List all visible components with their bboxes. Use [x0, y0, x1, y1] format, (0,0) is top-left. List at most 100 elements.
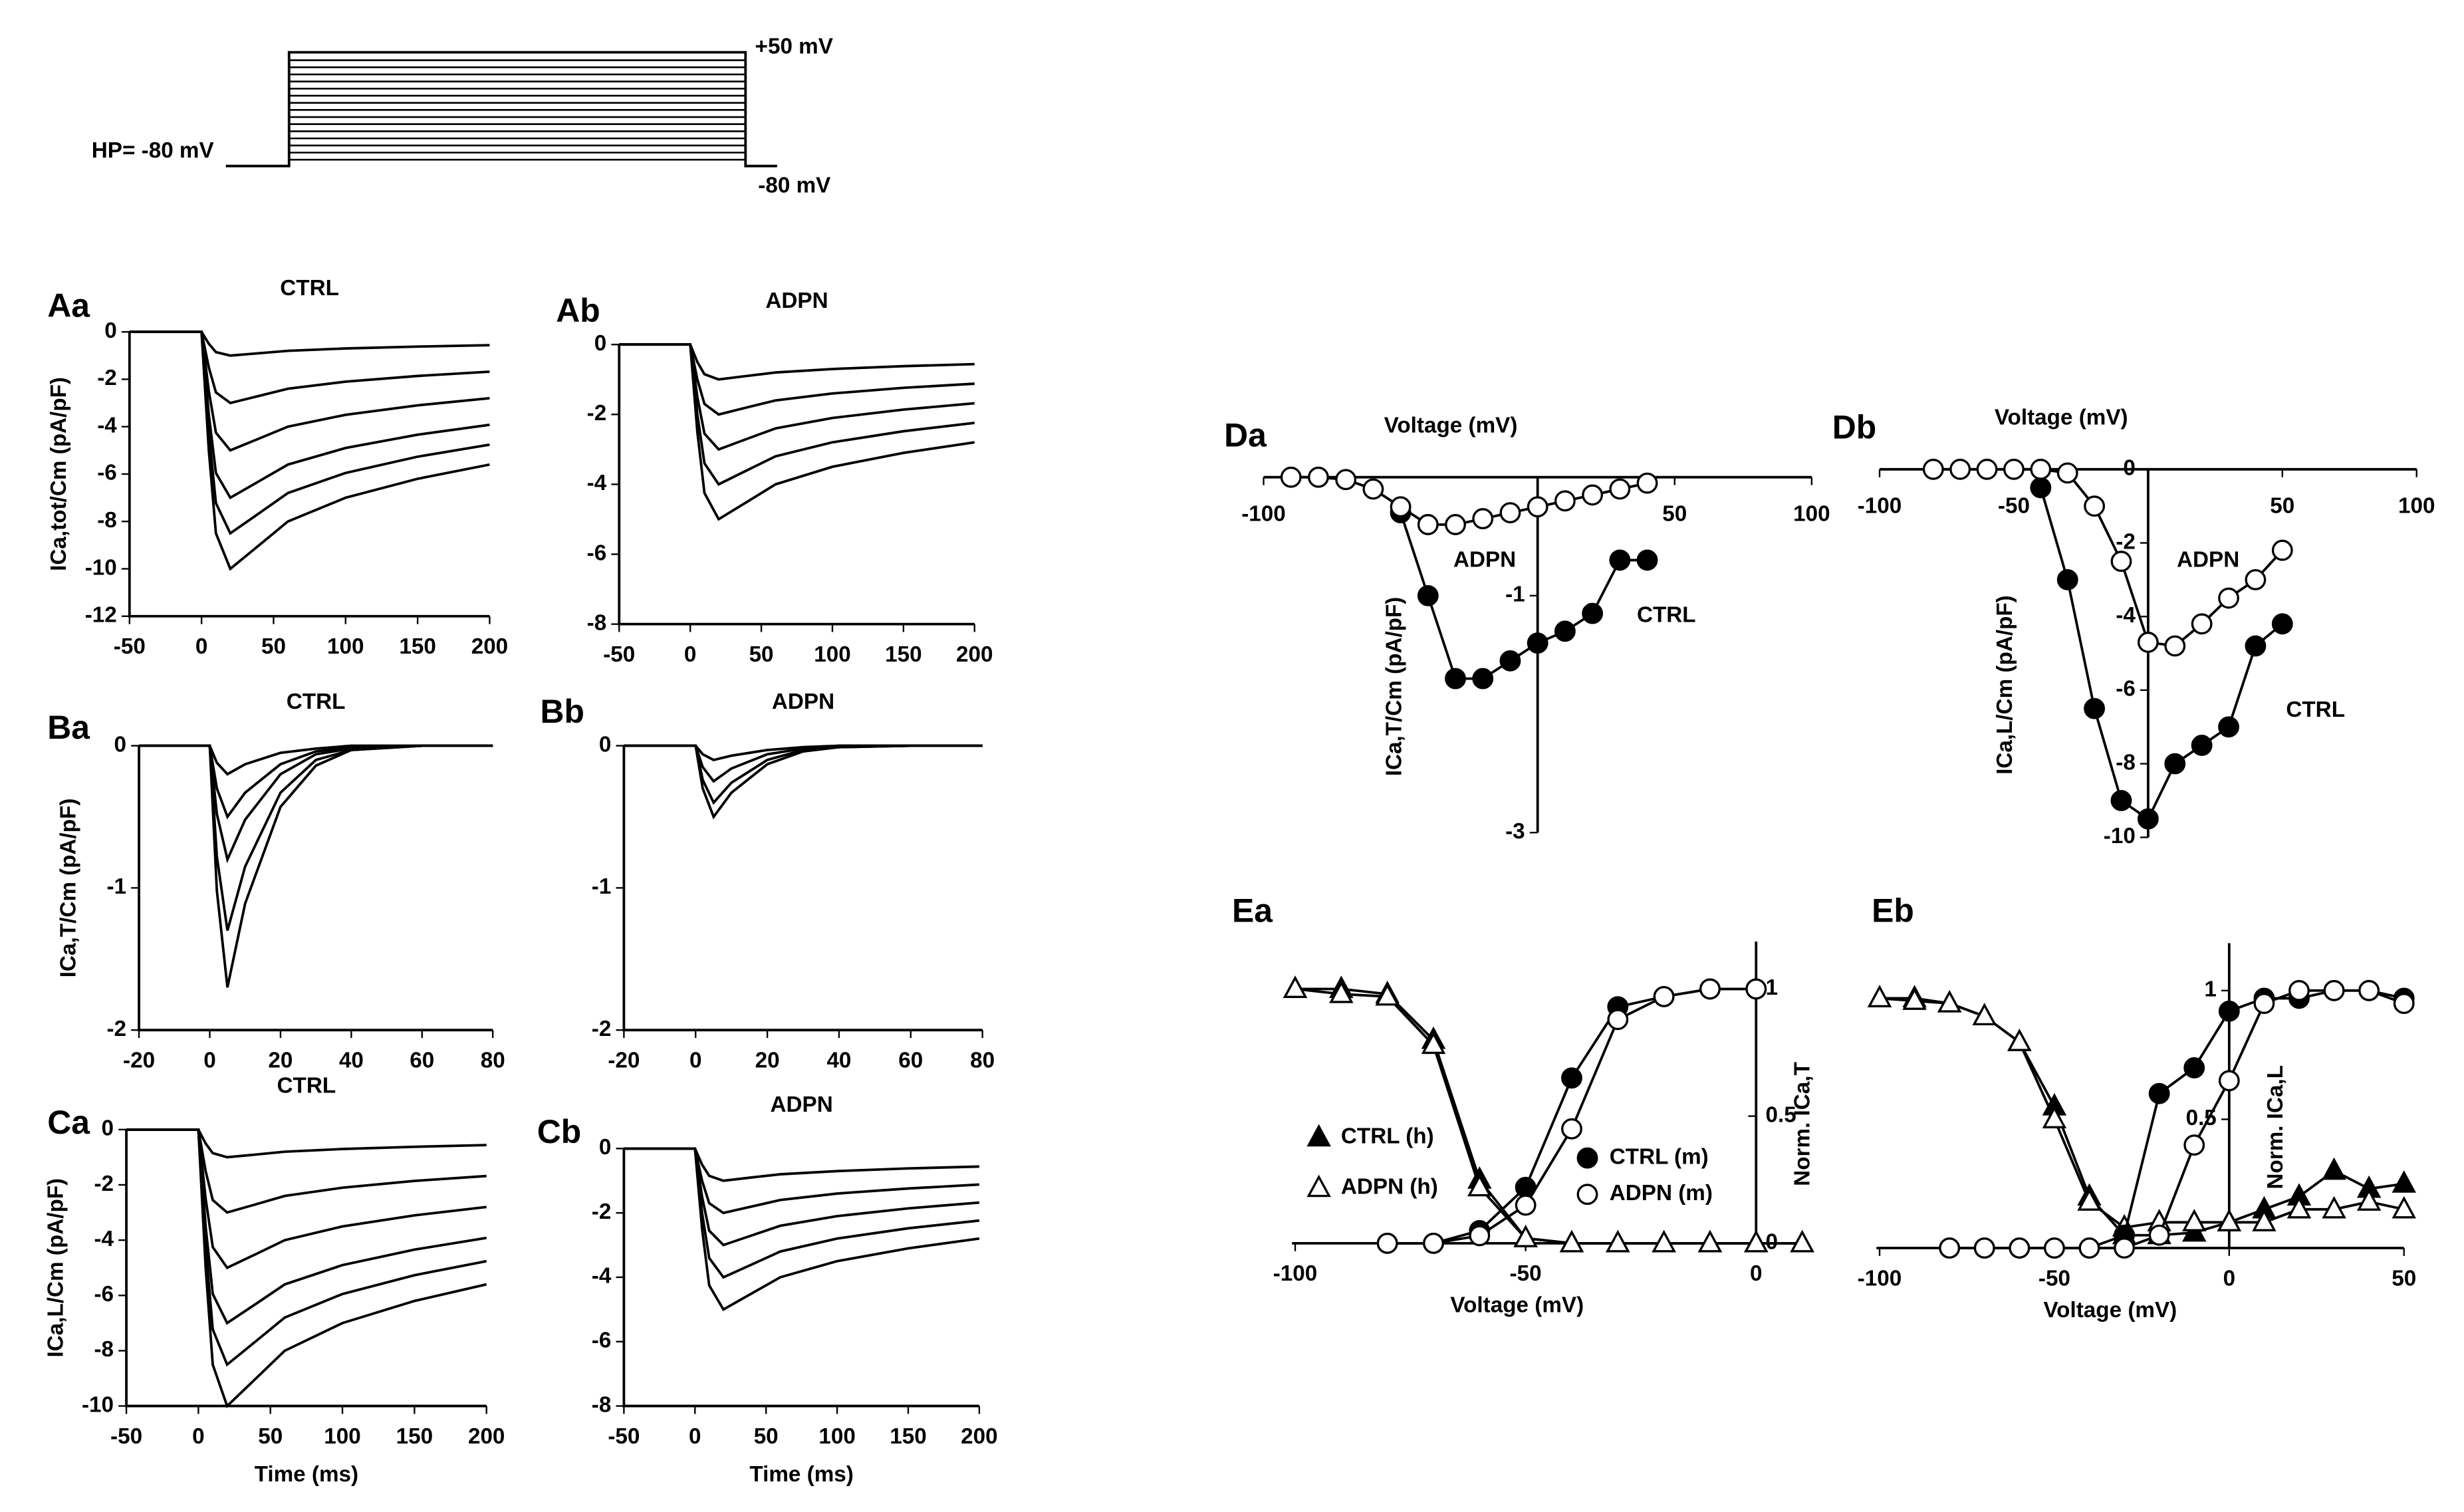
marker [1867, 985, 1892, 1007]
x-tick-label: 100 [1793, 501, 1830, 526]
x-tick-label: -100 [1273, 1261, 1318, 1286]
marker [1499, 502, 1521, 524]
x-tick-label: 80 [970, 1048, 995, 1072]
x-tick-label: 100 [818, 1424, 855, 1449]
y-tick-label: -2 [592, 1199, 612, 1224]
x-tick-label: 50 [754, 1424, 779, 1449]
x-axis-label: Time (ms) [255, 1462, 358, 1487]
panel-label: Cb [537, 1113, 581, 1150]
marker [2392, 1170, 2416, 1193]
marker [1472, 668, 1494, 690]
x-tick-label: -100 [1858, 494, 1902, 519]
marker [2084, 495, 2106, 517]
x-axis-label: Voltage (mV) [1384, 413, 1518, 438]
protocol-end-label: -80 mV [758, 173, 830, 197]
marker [2322, 1157, 2346, 1180]
panel-title: ADPN [771, 1092, 833, 1117]
y-tick-label: -10 [85, 555, 117, 580]
marker [2084, 697, 2106, 719]
marker [2218, 1000, 2240, 1022]
marker [2245, 635, 2267, 657]
x-tick-label: 200 [961, 1424, 997, 1449]
x-tick-label: 50 [258, 1424, 283, 1449]
panel-label: Bb [540, 693, 584, 730]
panel-label: Aa [47, 287, 90, 324]
marker [1376, 1232, 1398, 1254]
x-tick-label: 200 [956, 642, 993, 667]
marker [1697, 1229, 1723, 1253]
x-tick-label: 200 [468, 1424, 505, 1449]
y-tick-label: -4 [587, 471, 607, 495]
legend-label: ADPN (m) [1610, 1181, 1713, 1205]
marker [2003, 458, 2025, 480]
x-tick-label: -100 [1858, 1266, 1902, 1291]
y-tick-label: -8 [587, 610, 607, 635]
annotation: CTRL [1637, 603, 1696, 628]
y-tick-label: 0 [104, 318, 117, 343]
x-tick-label: 0 [2223, 1266, 2236, 1291]
x-axis-label: Voltage (mV) [1995, 406, 2128, 430]
marker [2271, 613, 2293, 635]
panel-label: Db [1832, 409, 1876, 446]
marker [2164, 635, 2186, 657]
series-line [624, 744, 983, 820]
x-tick-label: 80 [481, 1048, 505, 1072]
x-tick-label: -50 [2038, 1266, 2070, 1291]
marker [2191, 735, 2213, 756]
marker [1554, 620, 1576, 642]
protocol-top-label: +50 mV [755, 34, 833, 59]
y-tick-label: -6 [94, 1282, 114, 1307]
protocol-holding-label: HP= -80 mV [92, 138, 214, 163]
panel-label: Ea [1232, 892, 1273, 930]
y-axis-label: ICa,T/Cm (pA/pF) [56, 799, 80, 978]
marker [2252, 1209, 2277, 1231]
marker [2218, 1070, 2240, 1092]
series-line [126, 1128, 487, 1159]
annotation: ADPN [2177, 547, 2239, 572]
legend-label: CTRL (h) [1341, 1124, 1434, 1148]
marker [1937, 990, 1962, 1013]
marker [1554, 490, 1576, 512]
y-tick-label: 1 [2204, 977, 2217, 1002]
y-tick-label: -8 [94, 1337, 114, 1362]
marker [1390, 496, 1412, 518]
y-tick-label: -10 [2104, 824, 2136, 848]
y-tick-label: -4 [2116, 603, 2136, 628]
marker [1329, 980, 1354, 1003]
y-tick-label: 1 [1766, 975, 1779, 1000]
y-tick-label: 0.5 [2186, 1106, 2217, 1130]
y-tick-label: -2 [592, 1017, 612, 1041]
panel-label: Da [1224, 416, 1267, 453]
x-tick-label: 50 [2270, 494, 2294, 519]
series-line [129, 330, 490, 571]
marker [2218, 716, 2239, 738]
marker [1976, 458, 1998, 480]
panel-title: CTRL [287, 690, 346, 714]
x-tick-label: 0 [689, 1424, 701, 1449]
marker [2245, 568, 2267, 590]
marker [1417, 514, 1439, 535]
legend-marker [1306, 1174, 1331, 1197]
legend-label: ADPN (h) [1341, 1175, 1438, 1199]
marker [2322, 1196, 2346, 1219]
marker [1445, 668, 1466, 690]
marker [2392, 1196, 2416, 1219]
marker [1607, 1009, 1629, 1031]
marker [1582, 602, 1604, 624]
marker [2323, 979, 2345, 1001]
x-tick-label: 150 [885, 642, 922, 667]
y-tick-label: -6 [2116, 677, 2136, 701]
marker [2148, 1224, 2170, 1246]
marker [2056, 568, 2078, 590]
marker [2183, 1134, 2205, 1156]
x-tick-label: 100 [2398, 494, 2435, 519]
annotation: CTRL [2286, 697, 2345, 722]
marker [1423, 1232, 1444, 1254]
y-tick-label: 0 [114, 732, 127, 757]
y-tick-label: -1 [592, 874, 612, 899]
y-tick-label: -3 [1505, 819, 1525, 844]
y-axis-label: ICa,tot/Cm (pA/pF) [47, 377, 71, 571]
marker [2286, 1196, 2312, 1219]
x-tick-label: 60 [898, 1048, 923, 1072]
